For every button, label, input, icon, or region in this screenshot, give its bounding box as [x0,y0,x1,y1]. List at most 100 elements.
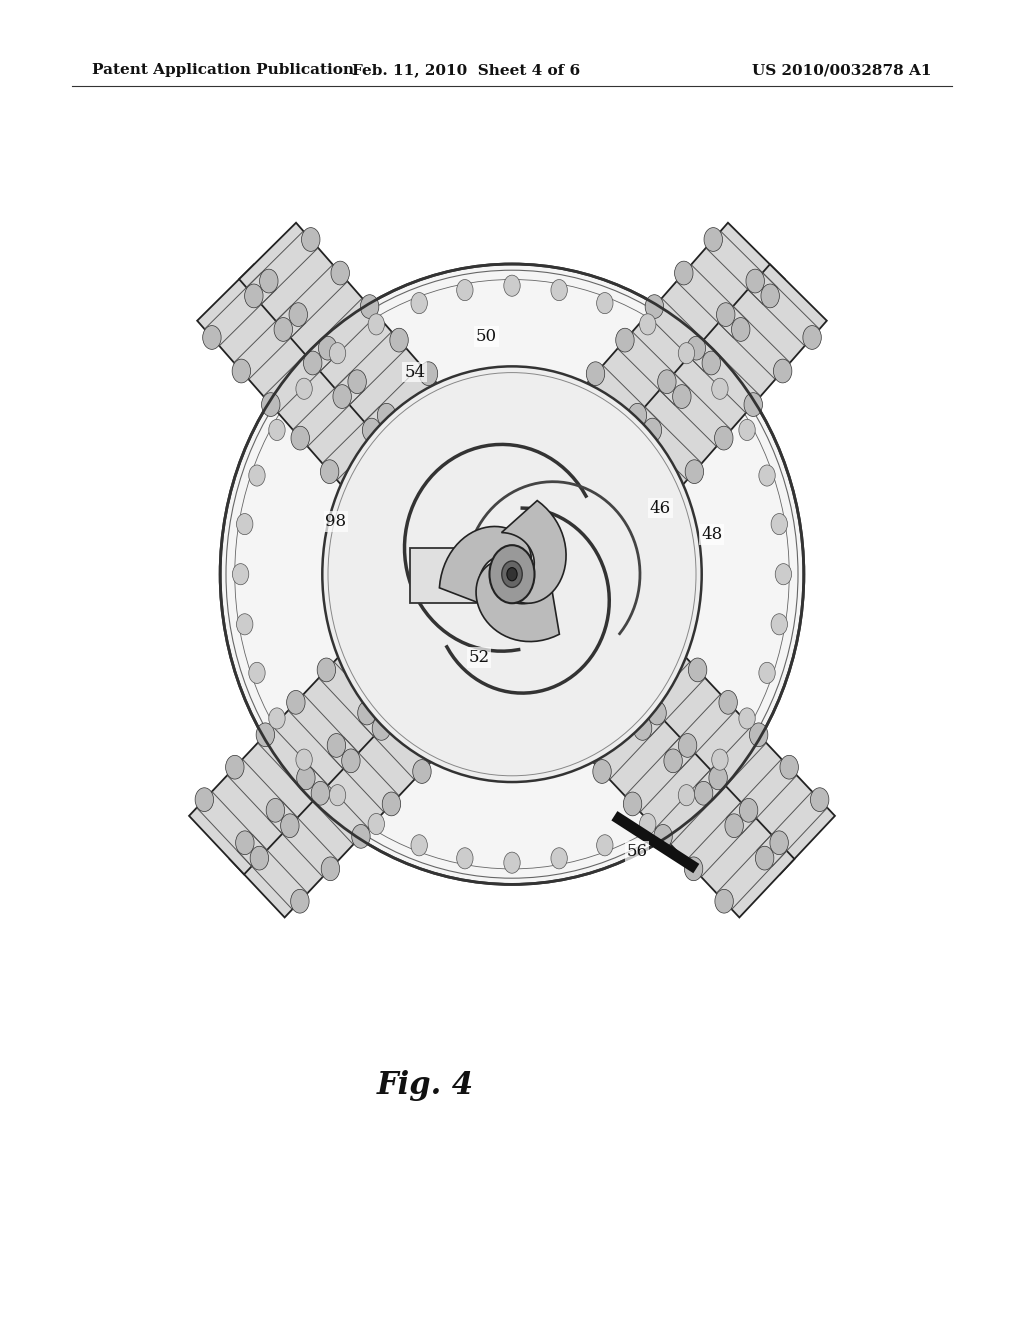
Circle shape [378,593,396,616]
Circle shape [328,734,346,758]
Circle shape [657,626,676,649]
Circle shape [705,227,723,251]
Circle shape [388,669,407,693]
Circle shape [688,659,707,682]
Circle shape [684,857,702,880]
Circle shape [685,459,703,483]
Text: Feb. 11, 2010  Sheet 4 of 6: Feb. 11, 2010 Sheet 4 of 6 [352,63,580,78]
Circle shape [712,748,728,770]
Circle shape [678,784,694,805]
Circle shape [436,470,455,494]
Circle shape [750,723,768,747]
Circle shape [342,748,360,772]
Circle shape [725,814,743,838]
Text: Patent Application Publication: Patent Application Publication [92,63,354,78]
Circle shape [531,694,550,718]
Circle shape [249,663,265,684]
Polygon shape [439,527,531,605]
Circle shape [474,694,493,718]
Circle shape [502,561,522,587]
Circle shape [225,755,244,779]
Circle shape [489,545,535,603]
Circle shape [368,813,384,834]
Circle shape [411,293,427,314]
Circle shape [654,825,673,849]
Circle shape [593,759,611,783]
Circle shape [322,857,340,880]
Circle shape [256,723,274,747]
Circle shape [203,326,221,350]
Polygon shape [198,264,460,556]
Circle shape [694,781,713,805]
Circle shape [643,418,662,442]
Circle shape [407,437,425,461]
Circle shape [321,459,339,483]
Circle shape [773,359,792,383]
Circle shape [296,748,312,770]
Circle shape [250,846,268,870]
Circle shape [382,792,400,816]
Ellipse shape [323,367,701,781]
Circle shape [585,486,603,510]
Circle shape [648,701,667,725]
Circle shape [331,261,349,285]
Circle shape [739,708,756,729]
Circle shape [599,437,617,461]
Circle shape [249,465,265,486]
Text: 48: 48 [701,527,722,543]
Text: US 2010/0032878 A1: US 2010/0032878 A1 [753,63,932,78]
Circle shape [368,314,384,335]
Circle shape [350,494,369,517]
Circle shape [330,784,346,805]
Circle shape [379,527,397,550]
Circle shape [311,781,330,805]
Circle shape [392,451,411,475]
Circle shape [301,227,319,251]
Circle shape [291,426,309,450]
Circle shape [640,813,656,834]
Text: 56: 56 [627,843,647,859]
Circle shape [715,890,733,913]
Circle shape [296,379,312,400]
Text: 46: 46 [650,500,671,516]
Circle shape [678,343,694,364]
Circle shape [443,727,462,751]
Text: 50: 50 [476,329,497,345]
Circle shape [268,708,285,729]
Circle shape [745,269,764,293]
Circle shape [613,451,632,475]
Circle shape [372,717,390,741]
Circle shape [678,734,696,758]
Circle shape [597,293,613,314]
Polygon shape [476,561,559,642]
Polygon shape [229,632,499,917]
Circle shape [715,426,733,450]
Circle shape [761,284,779,308]
Circle shape [377,404,395,428]
Circle shape [245,284,263,308]
Circle shape [771,513,787,535]
Circle shape [261,392,280,416]
Circle shape [330,343,346,364]
Circle shape [759,663,775,684]
Circle shape [196,788,214,812]
Circle shape [803,326,821,350]
Circle shape [627,527,645,550]
Circle shape [717,302,735,326]
Circle shape [419,362,437,385]
Circle shape [297,766,315,789]
Circle shape [274,318,293,342]
Circle shape [759,465,775,486]
Circle shape [449,396,467,420]
Circle shape [655,494,674,517]
Circle shape [507,568,517,581]
Circle shape [731,318,750,342]
Circle shape [421,486,439,510]
Circle shape [317,659,336,682]
Circle shape [739,420,756,441]
Circle shape [348,626,367,649]
Text: 98: 98 [326,513,346,529]
Circle shape [771,614,787,635]
Circle shape [712,379,728,400]
Circle shape [237,513,253,535]
